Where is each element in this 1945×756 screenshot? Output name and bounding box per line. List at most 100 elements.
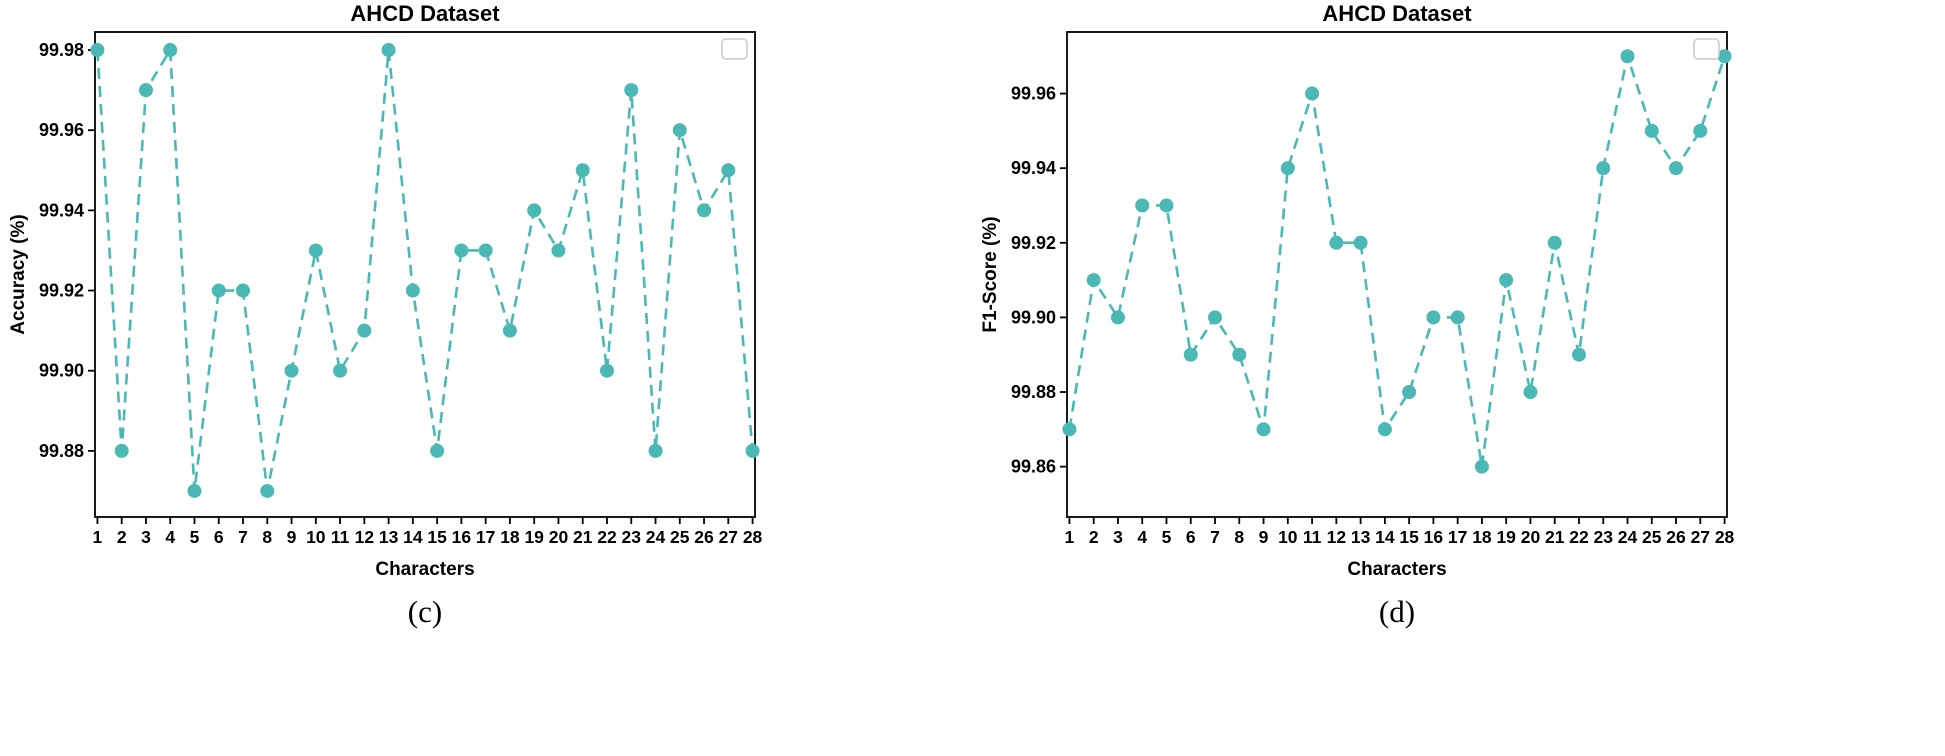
x-tick-label: 18 bbox=[500, 527, 520, 547]
data-point-marker bbox=[90, 43, 105, 58]
y-tick-label: 99.88 bbox=[39, 441, 84, 461]
figure-row: AHCD Dataset 99.88 99.90 99.92 99.94 99.96 99.… bbox=[8, 2, 1735, 629]
data-point-marker bbox=[1135, 198, 1150, 213]
x-tick-label: 12 bbox=[1327, 527, 1347, 547]
caption-c: (c) bbox=[407, 594, 443, 629]
x-tick-label: 1 bbox=[93, 527, 103, 547]
data-line bbox=[96, 48, 754, 493]
y-tick-label: 99.86 bbox=[1011, 457, 1056, 477]
data-point-marker bbox=[672, 123, 687, 138]
data-point-marker bbox=[284, 363, 299, 378]
legend-box bbox=[1693, 38, 1720, 60]
x-tick-label: 11 bbox=[1303, 527, 1322, 547]
x-tick-label: 3 bbox=[141, 527, 151, 547]
x-tick-label: 7 bbox=[238, 527, 248, 547]
data-point-marker bbox=[648, 443, 663, 458]
data-point-marker bbox=[1474, 459, 1489, 474]
data-point-marker bbox=[381, 43, 396, 58]
data-point-marker bbox=[1596, 161, 1611, 176]
x-tick-label: 5 bbox=[190, 527, 200, 547]
y-axis-label: F1-Score (%) bbox=[980, 216, 1001, 332]
data-point-marker bbox=[1377, 422, 1392, 437]
x-tick-label: 12 bbox=[355, 527, 375, 547]
data-line bbox=[1068, 54, 1726, 468]
x-tick-label: 21 bbox=[1545, 527, 1565, 547]
x-tick-label: 22 bbox=[597, 527, 617, 547]
x-tick-label: 6 bbox=[1186, 527, 1196, 547]
y-tick-label: 99.88 bbox=[1011, 382, 1056, 402]
data-point-marker bbox=[502, 323, 517, 338]
data-point-marker bbox=[357, 323, 372, 338]
data-point-marker bbox=[1208, 310, 1223, 325]
y-tick-label: 99.96 bbox=[1011, 84, 1056, 104]
x-tick-label: 18 bbox=[1472, 527, 1492, 547]
y-tick-label: 99.92 bbox=[1011, 233, 1056, 253]
x-tick-label: 26 bbox=[1666, 527, 1686, 547]
data-point-marker bbox=[308, 243, 323, 258]
data-point-marker bbox=[1547, 235, 1562, 250]
plot-border bbox=[1066, 31, 1728, 518]
y-tick-label: 99.90 bbox=[1011, 307, 1056, 327]
x-tick-label: 2 bbox=[117, 527, 127, 547]
x-tick-label: 20 bbox=[549, 527, 569, 547]
f1score-chart: AHCD Dataset 99.86 99.88 99.90 99.92 99.94 99.… bbox=[980, 2, 1735, 580]
data-point-marker bbox=[1086, 273, 1101, 288]
x-tick-label: 6 bbox=[214, 527, 224, 547]
x-tick-label: 1 bbox=[1065, 527, 1075, 547]
x-tick-label: 27 bbox=[1691, 527, 1710, 547]
plot-border bbox=[94, 31, 756, 518]
data-point-marker bbox=[575, 163, 590, 178]
x-tick-label: 23 bbox=[622, 527, 642, 547]
x-tick-label: 4 bbox=[165, 527, 175, 547]
y-tick-label: 99.96 bbox=[39, 120, 84, 140]
data-point-marker bbox=[1644, 123, 1659, 138]
chart-title: AHCD Dataset bbox=[350, 2, 500, 26]
x-tick-label: 16 bbox=[452, 527, 472, 547]
x-tick-label: 15 bbox=[1399, 527, 1419, 547]
x-tick-label: 19 bbox=[524, 527, 544, 547]
x-tick-label: 17 bbox=[476, 527, 495, 547]
x-tick-label: 14 bbox=[403, 527, 423, 547]
data-point-marker bbox=[405, 283, 420, 298]
x-tick-label: 20 bbox=[1521, 527, 1541, 547]
data-point-marker bbox=[1669, 161, 1684, 176]
legend-box bbox=[721, 38, 748, 60]
data-point-marker bbox=[1062, 422, 1077, 437]
x-tick-label: 24 bbox=[646, 527, 666, 547]
accuracy-chart: AHCD Dataset 99.88 99.90 99.92 99.94 99.96 99.… bbox=[8, 2, 763, 580]
data-point-marker bbox=[1717, 49, 1732, 64]
x-tick-label: 26 bbox=[694, 527, 714, 547]
data-point-marker bbox=[1571, 347, 1586, 362]
data-point-marker bbox=[1110, 310, 1125, 325]
x-axis-label: Characters bbox=[375, 559, 474, 580]
x-tick-label: 10 bbox=[306, 527, 326, 547]
x-tick-label: 2 bbox=[1089, 527, 1099, 547]
data-point-marker bbox=[1499, 273, 1514, 288]
data-point-marker bbox=[1183, 347, 1198, 362]
data-point-marker bbox=[1329, 235, 1344, 250]
data-point-marker bbox=[1256, 422, 1271, 437]
x-tick-label: 25 bbox=[670, 527, 690, 547]
x-tick-label: 14 bbox=[1375, 527, 1395, 547]
data-point-marker bbox=[599, 363, 614, 378]
data-point-marker bbox=[163, 43, 178, 58]
data-point-marker bbox=[1305, 86, 1320, 101]
data-point-marker bbox=[1280, 161, 1295, 176]
x-tick-label: 13 bbox=[379, 527, 399, 547]
data-point-marker bbox=[1402, 385, 1417, 400]
data-point-marker bbox=[430, 443, 445, 458]
data-point-marker bbox=[333, 363, 348, 378]
data-point-marker bbox=[697, 203, 712, 218]
data-point-marker bbox=[114, 443, 129, 458]
data-point-marker bbox=[260, 483, 275, 498]
data-point-marker bbox=[721, 163, 736, 178]
x-tick-label: 22 bbox=[1569, 527, 1589, 547]
x-tick-label: 8 bbox=[262, 527, 272, 547]
x-tick-label: 3 bbox=[1113, 527, 1123, 547]
data-point-marker bbox=[1523, 385, 1538, 400]
data-point-marker bbox=[454, 243, 469, 258]
data-point-marker bbox=[1232, 347, 1247, 362]
x-tick-label: 9 bbox=[287, 527, 297, 547]
data-point-marker bbox=[211, 283, 226, 298]
x-tick-label: 25 bbox=[1642, 527, 1662, 547]
